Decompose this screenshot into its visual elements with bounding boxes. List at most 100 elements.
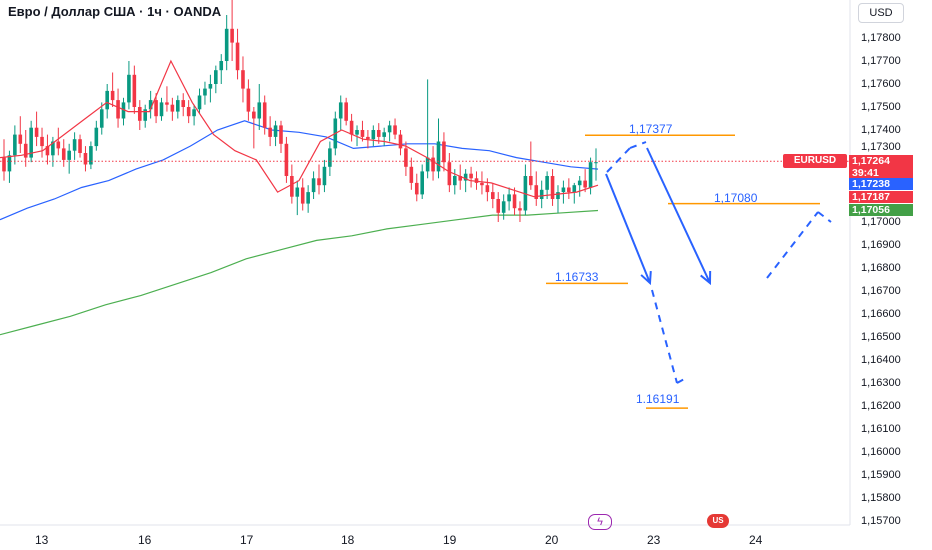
candle-body xyxy=(442,141,446,163)
candle-body xyxy=(447,162,452,186)
last-price-tag: 1,17264 39:41 xyxy=(849,155,913,181)
candle-body xyxy=(404,148,408,167)
candle-body xyxy=(186,107,191,117)
candle-body xyxy=(197,95,202,110)
price-tick: 1,16900 xyxy=(861,239,901,251)
candle-body xyxy=(219,61,224,71)
candle-body xyxy=(99,109,104,128)
price-tick: 1,16400 xyxy=(861,354,901,366)
candle-body xyxy=(431,157,435,172)
level-label-4: 1.16191 xyxy=(636,392,680,406)
candle-body xyxy=(583,180,587,188)
candle-body xyxy=(18,134,23,144)
candle-body xyxy=(143,109,148,121)
candle-body xyxy=(458,176,463,181)
candle-body xyxy=(317,178,321,186)
candle-body xyxy=(420,171,425,195)
candle-body xyxy=(322,166,327,186)
candle-body xyxy=(132,74,137,107)
price-tick: 1,17400 xyxy=(861,124,901,136)
projection-dashed-4 xyxy=(676,376,689,384)
chart-title: Евро / Доллар США · 1ч · OANDA xyxy=(8,4,222,19)
price-tick: 1,16800 xyxy=(861,262,901,274)
price-tick: 1,16600 xyxy=(861,308,901,320)
candle-body xyxy=(165,102,169,105)
ma-fast-line xyxy=(0,59,599,198)
candle-body xyxy=(491,192,495,199)
candle-body xyxy=(344,102,348,121)
price-tick: 1,16500 xyxy=(861,331,901,343)
candle-body xyxy=(414,182,419,195)
candle-body xyxy=(338,102,343,119)
price-tick: 1,15700 xyxy=(861,515,901,527)
candle-body xyxy=(273,125,278,137)
level-label-2: 1,17080 xyxy=(714,191,758,205)
price-tick: 1,16300 xyxy=(861,377,901,389)
candle-body xyxy=(474,178,479,183)
candle-body xyxy=(105,90,109,110)
projection-arrow-1 xyxy=(605,173,651,284)
candle-body xyxy=(485,185,490,193)
candle-body xyxy=(523,176,528,211)
candle-body xyxy=(230,28,234,43)
candle-body xyxy=(241,70,245,89)
candle-body xyxy=(252,111,256,119)
candle-body xyxy=(382,132,386,137)
candle-body xyxy=(235,42,240,71)
time-tick: 17 xyxy=(240,533,254,547)
candle-body xyxy=(409,166,414,183)
candle-body xyxy=(572,185,577,193)
level-label-3: 1.16733 xyxy=(555,270,599,284)
candle-body xyxy=(121,102,126,119)
candle-body xyxy=(496,199,501,213)
currency-button[interactable]: USD xyxy=(858,3,904,23)
projection-dashed-2 xyxy=(629,141,647,149)
candle-body xyxy=(110,90,115,101)
candle-body xyxy=(529,176,533,186)
candle-body xyxy=(51,141,55,156)
candle-body xyxy=(539,189,544,199)
candle-body xyxy=(550,176,555,199)
candle-body xyxy=(306,192,310,204)
candle-body xyxy=(534,185,539,199)
candle-body xyxy=(170,104,175,112)
candle-body xyxy=(61,148,66,160)
projection-dashed-5 xyxy=(766,211,819,279)
time-tick: 13 xyxy=(35,533,49,547)
lightning-event-icon[interactable]: ϟ xyxy=(588,514,612,530)
candle-body xyxy=(387,125,392,133)
candle-body xyxy=(328,148,332,167)
candle-body xyxy=(137,107,142,121)
candle-body xyxy=(366,136,370,140)
candle-body xyxy=(208,84,213,89)
price-tick: 1,16100 xyxy=(861,423,901,435)
price-tick: 1,17700 xyxy=(861,55,901,67)
candle-body xyxy=(72,139,77,151)
candle-body xyxy=(83,153,88,165)
candle-body xyxy=(518,208,522,211)
price-tick: 1,17800 xyxy=(861,32,901,44)
candle-body xyxy=(290,176,294,197)
candle-body xyxy=(436,141,441,172)
candle-body xyxy=(214,70,218,84)
candle-body xyxy=(148,100,153,110)
price-tick: 1,16000 xyxy=(861,446,901,458)
candle-body xyxy=(257,102,262,119)
us-flag-event-icon[interactable]: US xyxy=(707,514,729,528)
candle-body xyxy=(480,182,484,186)
time-tick: 18 xyxy=(341,533,355,547)
candle-body xyxy=(594,162,598,164)
candle-body xyxy=(175,100,180,112)
candle-body xyxy=(295,187,300,197)
candle-body xyxy=(192,109,196,117)
price-tick: 1,17000 xyxy=(861,216,901,228)
candle-body xyxy=(262,102,267,128)
price-tick: 1,17600 xyxy=(861,78,901,90)
candle-body xyxy=(29,127,33,158)
price-tick: 1,17300 xyxy=(861,141,901,153)
time-tick: 20 xyxy=(545,533,559,547)
candle-body xyxy=(13,134,17,156)
green-ma-tag: 1,17056 xyxy=(849,204,913,216)
candle-body xyxy=(268,127,272,137)
